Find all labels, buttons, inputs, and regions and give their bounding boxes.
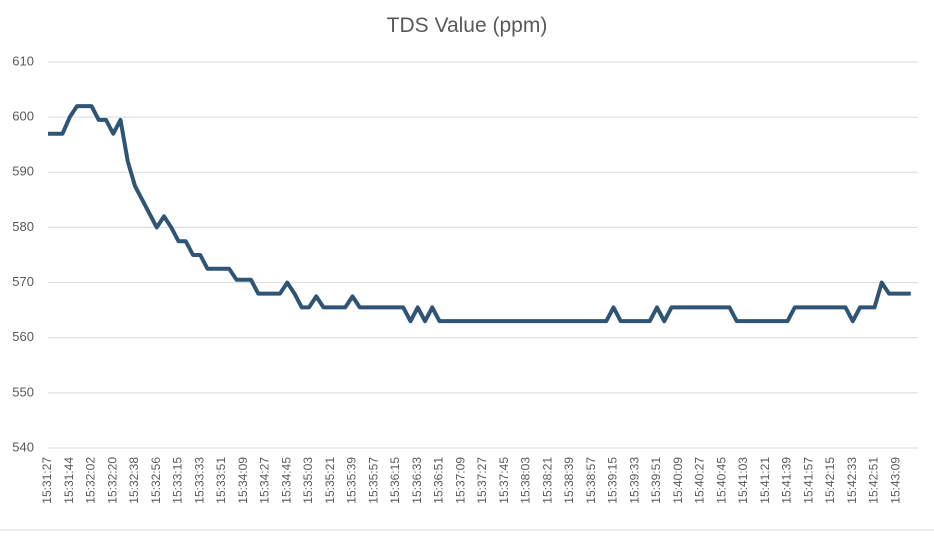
x-tick-label: 15:42:33: [845, 457, 859, 504]
y-tick-label: 550: [12, 384, 34, 399]
x-tick-label: 15:37:27: [475, 457, 489, 504]
x-tick-label: 15:34:09: [236, 457, 250, 504]
x-tick-label: 15:35:03: [301, 457, 315, 504]
x-tick-label: 15:41:57: [801, 457, 815, 504]
x-tick-label: 15:38:57: [584, 457, 598, 504]
x-tick-label: 15:42:15: [823, 457, 837, 504]
x-tick-label: 15:34:27: [258, 457, 272, 504]
x-tick-label: 15:37:09: [453, 457, 467, 504]
x-tick-label: 15:41:39: [780, 457, 794, 504]
x-tick-label: 15:32:02: [84, 457, 98, 504]
x-tick-label: 15:31:44: [62, 457, 76, 504]
x-tick-label: 15:32:20: [105, 457, 119, 504]
x-tick-label: 15:40:27: [693, 457, 707, 504]
x-tick-label: 15:35:21: [323, 457, 337, 504]
x-tick-label: 15:35:57: [366, 457, 380, 504]
x-tick-label: 15:42:51: [867, 457, 881, 504]
x-tick-label: 15:31:27: [40, 457, 54, 504]
y-tick-label: 580: [12, 219, 34, 234]
x-tick-label: 15:43:09: [888, 457, 902, 504]
x-tick-label: 15:36:15: [388, 457, 402, 504]
x-tick-label: 15:34:45: [279, 457, 293, 504]
x-tick-label: 15:40:09: [671, 457, 685, 504]
x-tick-label: 15:38:39: [562, 457, 576, 504]
x-tick-label: 15:41:03: [736, 457, 750, 504]
x-tick-label: 15:32:38: [127, 457, 141, 504]
y-tick-label: 540: [12, 439, 34, 454]
y-tick-label: 590: [12, 164, 34, 179]
x-tick-label: 15:33:51: [214, 457, 228, 504]
y-tick-label: 560: [12, 329, 34, 344]
x-tick-label: 15:39:15: [606, 457, 620, 504]
x-tick-label: 15:35:39: [345, 457, 359, 504]
x-tick-label: 15:36:33: [410, 457, 424, 504]
x-tick-label: 15:37:45: [497, 457, 511, 504]
x-tick-label: 15:41:21: [758, 457, 772, 504]
chart-title: TDS Value (ppm): [387, 14, 548, 37]
x-tick-label: 15:39:33: [627, 457, 641, 504]
x-tick-label: 15:40:45: [714, 457, 728, 504]
y-tick-label: 570: [12, 274, 34, 289]
data-line: [48, 104, 911, 324]
y-tick-label: 610: [12, 53, 34, 68]
x-tick-label: 15:32:56: [149, 457, 163, 504]
x-tick-label: 15:38:03: [519, 457, 533, 504]
x-tick-label: 15:33:15: [171, 457, 185, 504]
x-tick-label: 15:38:21: [540, 457, 554, 504]
y-tick-label: 600: [12, 109, 34, 124]
x-tick-label: 15:33:33: [192, 457, 206, 504]
x-tick-label: 15:39:51: [649, 457, 663, 504]
x-tick-label: 15:36:51: [432, 457, 446, 504]
